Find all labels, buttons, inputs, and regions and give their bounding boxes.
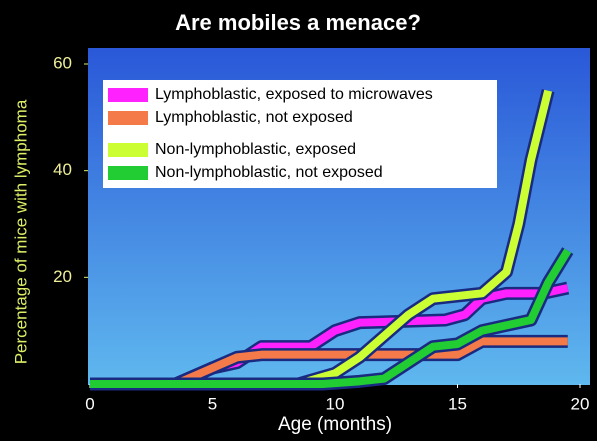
legend-swatch: [108, 166, 148, 180]
line: [90, 248, 572, 388]
y-tick-label: 60: [53, 53, 72, 72]
legend-box: [103, 80, 497, 188]
legend-label: Non-lymphoblastic, exposed: [155, 141, 356, 158]
y-tick-label: 20: [53, 267, 72, 286]
line: [90, 89, 553, 388]
x-tick-label: 15: [448, 394, 467, 413]
legend-label: Lymphoblastic, not exposed: [155, 109, 353, 126]
legend-swatch: [108, 88, 148, 102]
y-axis-label: Percentage of mice with lymphoma: [11, 99, 30, 364]
legend-swatch: [108, 111, 148, 125]
x-tick-label: 20: [571, 394, 590, 413]
x-tick-label: 0: [85, 394, 94, 413]
x-tick-label: 10: [326, 394, 345, 413]
y-tick-label: 40: [53, 160, 72, 179]
chart-title: Are mobiles a menace?: [175, 10, 421, 35]
legend-label: Lymphoblastic, exposed to microwaves: [155, 86, 433, 103]
x-axis-label: Age (months): [278, 414, 392, 435]
legend-label: Non-lymphoblastic, not exposed: [155, 164, 383, 181]
x-tick-label: 5: [208, 394, 217, 413]
legend-swatch: [108, 143, 148, 157]
